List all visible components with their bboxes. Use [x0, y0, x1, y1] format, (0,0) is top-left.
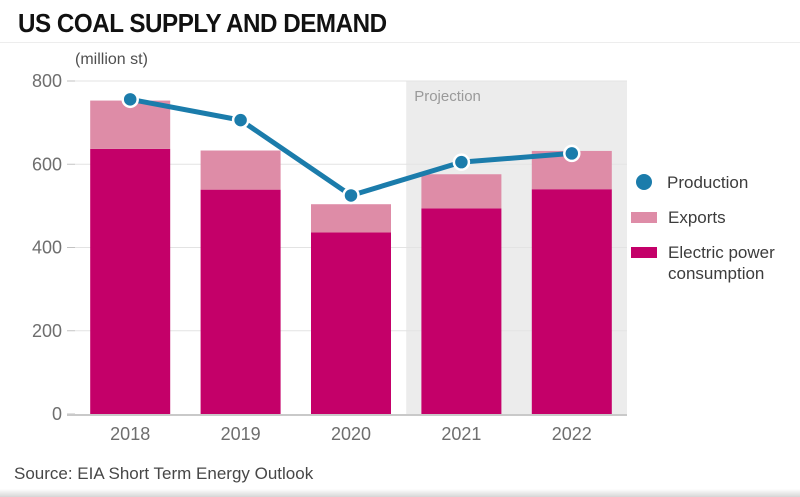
bar-2018-consumption: [90, 148, 171, 414]
projection-label: Projection: [414, 88, 481, 105]
y-tick-label-800: 800: [32, 71, 62, 91]
bar-2021-exports: [421, 174, 502, 209]
legend-item-exports: Exports: [631, 207, 799, 229]
page-title: US COAL SUPPLY AND DEMAND: [18, 8, 387, 38]
x-tick-label-2020: 2020: [331, 424, 371, 444]
y-tick-label-600: 600: [32, 154, 62, 174]
legend-label-production: Production: [667, 173, 749, 192]
source-attribution: Source: EIA Short Term Energy Outlook: [14, 464, 314, 483]
bar-2022-consumption: [531, 189, 612, 414]
bar-2021-consumption: [421, 208, 502, 414]
y-tick-label-400: 400: [32, 238, 62, 258]
bottom-edge-shadow: [0, 489, 800, 497]
legend-label-exports: Exports: [668, 207, 726, 227]
x-tick-label-2021: 2021: [441, 424, 481, 444]
y-axis-units-label: (million st): [75, 51, 148, 68]
production-point-2020: [342, 186, 360, 205]
production-point-2022: [563, 144, 581, 163]
legend-label-consumption: Electric power consumption: [668, 242, 775, 284]
production-point-2019: [231, 111, 250, 129]
exports-swatch-icon: [631, 211, 657, 223]
legend: Production Exports Electric power consum…: [631, 172, 799, 285]
x-tick-label-2022: 2022: [552, 424, 592, 444]
bar-2020-exports: [311, 204, 391, 233]
legend-item-production: Production: [631, 172, 799, 194]
headline-divider: [0, 42, 800, 43]
bar-2019-exports: [200, 150, 281, 190]
legend-item-consumption: Electric power consumption: [631, 242, 799, 286]
bar-2018-exports: [90, 100, 171, 149]
production-dot-icon: [636, 174, 652, 190]
production-point-2021: [452, 153, 471, 171]
y-tick-label-0: 0: [52, 404, 62, 424]
production-point-2018: [121, 90, 139, 109]
x-tick-label-2018: 2018: [110, 424, 150, 444]
consumption-swatch-icon: [631, 246, 657, 258]
bar-2020-consumption: [311, 232, 391, 414]
bar-2019-consumption: [200, 189, 281, 414]
y-tick-label-200: 200: [32, 321, 62, 341]
x-tick-label-2019: 2019: [221, 424, 261, 444]
